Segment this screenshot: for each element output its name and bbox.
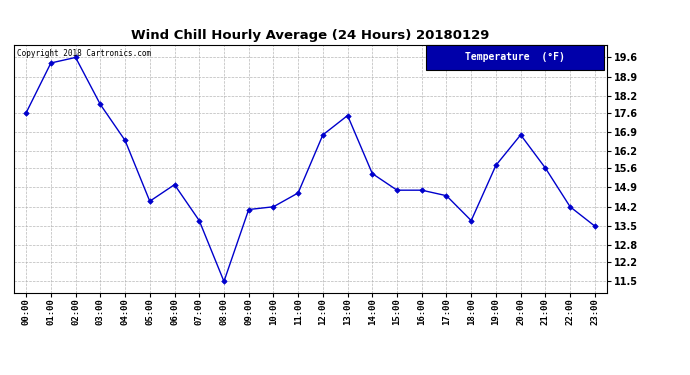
FancyBboxPatch shape [426,45,604,70]
Text: Temperature  (°F): Temperature (°F) [465,53,565,62]
Title: Wind Chill Hourly Average (24 Hours) 20180129: Wind Chill Hourly Average (24 Hours) 201… [131,30,490,42]
Text: Copyright 2018 Cartronics.com: Copyright 2018 Cartronics.com [17,49,151,58]
